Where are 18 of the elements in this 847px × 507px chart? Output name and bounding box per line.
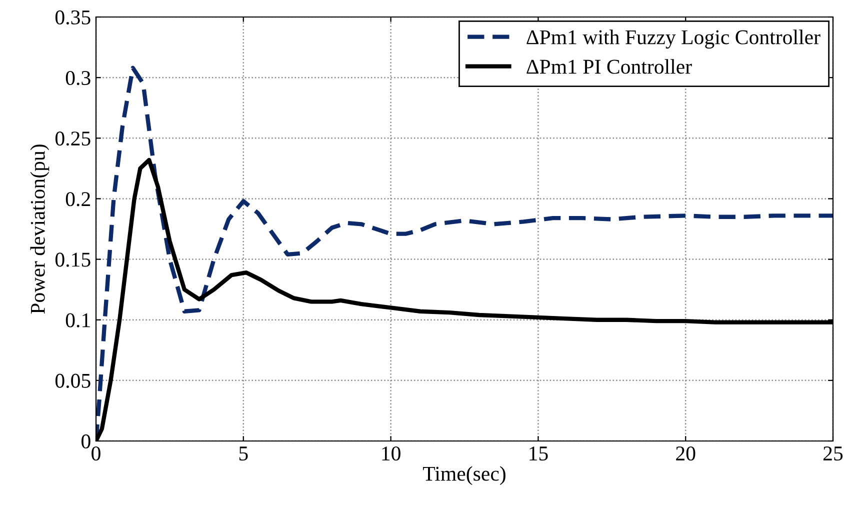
x-tick-label: 5	[239, 446, 248, 461]
legend-label: ΔPm1 with Fuzzy Logic Controller	[526, 30, 820, 49]
y-axis-title: Power deviation(pu)	[30, 144, 50, 314]
y-tick-label: 0	[82, 434, 90, 448]
x-axis-title: Time(sec)	[423, 466, 506, 486]
y-tick-label: 0.35	[55, 10, 90, 25]
x-tick-label: 10	[382, 446, 400, 461]
y-tick-label: 0.25	[55, 132, 90, 146]
y-tick-label: 0.05	[55, 374, 90, 388]
y-tick-label: 0.1	[66, 313, 90, 328]
y-tick-label: 0.3	[66, 70, 90, 86]
x-tick-label: 0	[92, 446, 100, 461]
y-tick-label: 0.15	[55, 252, 90, 267]
legend-label: ΔPm1 PI Controller	[526, 59, 692, 74]
x-tick-label: 20	[676, 446, 696, 461]
y-tick-label: 0.2	[66, 192, 90, 206]
x-tick-label: 15	[530, 446, 548, 461]
x-tick-label: 25	[824, 446, 843, 461]
